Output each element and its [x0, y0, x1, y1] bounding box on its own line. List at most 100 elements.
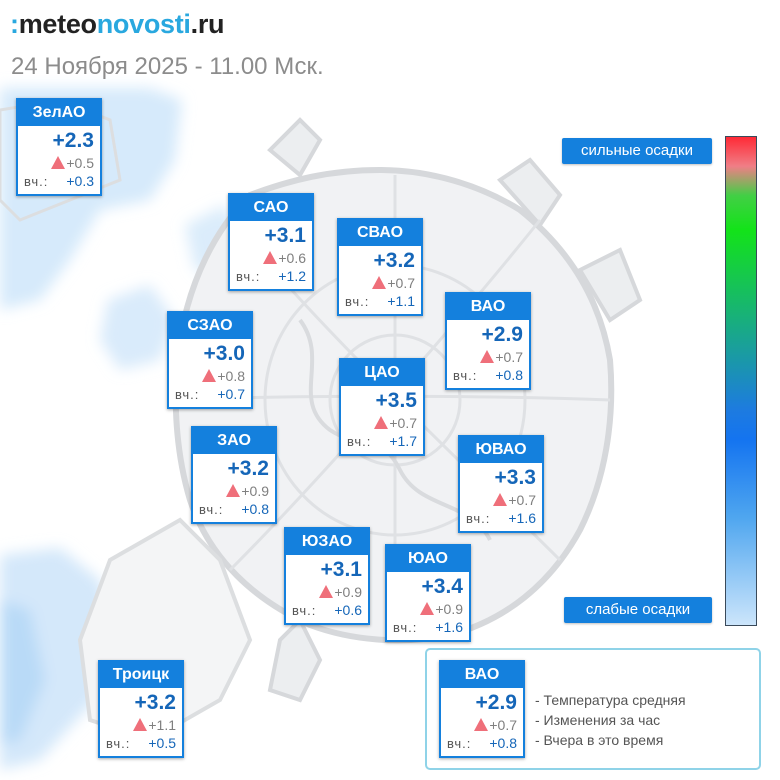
- average-temperature: +3.1: [264, 224, 306, 247]
- yesterday-temperature: +0.8: [489, 735, 517, 751]
- yesterday-label: вч.:: [106, 736, 131, 751]
- district-card-troitsk[interactable]: Троицк +3.2 +1.1 вч.: +0.5: [98, 660, 184, 758]
- site-logo[interactable]: :meteonovosti.ru: [10, 6, 225, 42]
- yesterday-row: вч.: +0.8: [199, 501, 269, 518]
- legend-example-card: ВАО +2.9 +0.7 вч.: +0.8: [439, 660, 525, 758]
- triangle-up-icon: [226, 484, 241, 497]
- triangle-up-icon: [480, 350, 495, 363]
- yesterday-label: вч.:: [292, 603, 317, 618]
- district-card-svao[interactable]: СВАО +3.2 +0.7 вч.: +1.1: [337, 218, 423, 316]
- hourly-change: +0.7: [474, 717, 517, 733]
- district-card-vao[interactable]: ВАО +2.9 +0.7 вч.: +0.8: [445, 292, 531, 390]
- district-card-yuao[interactable]: ЮАО +3.4 +0.9 вч.: +1.6: [385, 544, 471, 642]
- legend-line-yesterday: - Вчера в это время: [535, 732, 664, 748]
- average-temperature: +2.3: [52, 129, 94, 152]
- district-name: ЗАО: [193, 428, 275, 454]
- legend-line-change: - Изменения за час: [535, 712, 661, 728]
- district-card-yuvao[interactable]: ЮВАО +3.3 +0.7 вч.: +1.6: [458, 435, 544, 533]
- triangle-up-icon: [202, 369, 217, 382]
- hourly-change: +0.6: [263, 250, 306, 266]
- hourly-change: +1.1: [133, 717, 176, 733]
- yesterday-temperature: +1.2: [278, 268, 306, 284]
- hourly-change-value: +1.1: [148, 717, 176, 733]
- yesterday-temperature: +0.6: [334, 602, 362, 618]
- yesterday-row: вч.: +0.5: [106, 735, 176, 752]
- triangle-up-icon: [420, 602, 435, 615]
- yesterday-temperature: +0.7: [217, 386, 245, 402]
- district-card-zao[interactable]: ЗАО +3.2 +0.9 вч.: +0.8: [191, 426, 277, 524]
- legend-descriptions: - Температура средняя - Изменения за час…: [535, 690, 686, 750]
- hourly-change-value: +0.8: [217, 368, 245, 384]
- yesterday-label: вч.:: [347, 434, 372, 449]
- yesterday-temperature: +0.5: [148, 735, 176, 751]
- triangle-up-icon: [51, 156, 66, 169]
- yesterday-temperature: +1.6: [508, 510, 536, 526]
- hourly-change-value: +0.9: [435, 601, 463, 617]
- district-name: ВАО: [441, 662, 523, 688]
- hourly-change: +0.9: [226, 483, 269, 499]
- legend-line-temperature: - Температура средняя: [535, 692, 686, 708]
- precip-scale-bottom-label: слабые осадки: [564, 597, 712, 623]
- yesterday-row: вч.: +0.8: [447, 735, 517, 752]
- district-card-sao[interactable]: САО +3.1 +0.6 вч.: +1.2: [228, 193, 314, 291]
- triangle-up-icon: [474, 718, 489, 731]
- triangle-up-icon: [374, 416, 389, 429]
- logo-part-domain: .ru: [190, 9, 225, 39]
- hourly-change-value: +0.7: [495, 349, 523, 365]
- district-name: ВАО: [447, 294, 529, 320]
- hourly-change-value: +0.9: [241, 483, 269, 499]
- average-temperature: +3.3: [494, 466, 536, 489]
- hourly-change-value: +0.5: [66, 155, 94, 171]
- yesterday-temperature: +0.8: [241, 501, 269, 517]
- triangle-up-icon: [319, 585, 334, 598]
- logo-mark: :: [10, 9, 19, 39]
- triangle-up-icon: [493, 493, 508, 506]
- hourly-change-value: +0.9: [334, 584, 362, 600]
- district-name: СВАО: [339, 220, 421, 246]
- yesterday-label: вч.:: [24, 174, 49, 189]
- district-name: Троицк: [100, 662, 182, 688]
- district-card-tsao[interactable]: ЦАО +3.5 +0.7 вч.: +1.7: [339, 358, 425, 456]
- average-temperature: +3.1: [320, 558, 362, 581]
- triangle-up-icon: [263, 251, 278, 264]
- hourly-change-value: +0.7: [508, 492, 536, 508]
- yesterday-label: вч.:: [447, 736, 472, 751]
- yesterday-row: вч.: +0.8: [453, 367, 523, 384]
- yesterday-row: вч.: +1.6: [466, 510, 536, 527]
- hourly-change-value: +0.7: [489, 717, 517, 733]
- district-name: ЮВАО: [460, 437, 542, 463]
- logo-part-meteo: meteo: [18, 9, 97, 39]
- yesterday-row: вч.: +1.7: [347, 433, 417, 450]
- hourly-change: +0.7: [374, 415, 417, 431]
- yesterday-temperature: +1.1: [387, 293, 415, 309]
- hourly-change: +0.5: [51, 155, 94, 171]
- hourly-change-value: +0.7: [389, 415, 417, 431]
- district-card-yuzao[interactable]: ЮЗАО +3.1 +0.9 вч.: +0.6: [284, 527, 370, 625]
- average-temperature: +3.2: [134, 691, 176, 714]
- district-card-zelao[interactable]: ЗелАО +2.3 +0.5 вч.: +0.3: [16, 98, 102, 196]
- yesterday-temperature: +0.3: [66, 173, 94, 189]
- yesterday-row: вч.: +0.3: [24, 173, 94, 190]
- yesterday-temperature: +1.6: [435, 619, 463, 635]
- district-card-szao[interactable]: СЗАО +3.0 +0.8 вч.: +0.7: [167, 311, 253, 409]
- hourly-change-value: +0.6: [278, 250, 306, 266]
- yesterday-row: вч.: +1.6: [393, 619, 463, 636]
- hourly-change-value: +0.7: [387, 275, 415, 291]
- district-name: ЮЗАО: [286, 529, 368, 555]
- yesterday-temperature: +0.8: [495, 367, 523, 383]
- average-temperature: +3.4: [421, 575, 463, 598]
- hourly-change: +0.9: [319, 584, 362, 600]
- logo-part-novosti: novosti: [96, 9, 191, 39]
- yesterday-label: вч.:: [199, 502, 224, 517]
- average-temperature: +2.9: [475, 691, 517, 714]
- yesterday-row: вч.: +0.7: [175, 386, 245, 403]
- yesterday-label: вч.:: [453, 368, 478, 383]
- district-name: ЦАО: [341, 360, 423, 386]
- average-temperature: +3.0: [203, 342, 245, 365]
- district-name: СЗАО: [169, 313, 251, 339]
- average-temperature: +2.9: [481, 323, 523, 346]
- yesterday-label: вч.:: [236, 269, 261, 284]
- precip-scale-top-label: сильные осадки: [562, 138, 712, 164]
- average-temperature: +3.2: [227, 457, 269, 480]
